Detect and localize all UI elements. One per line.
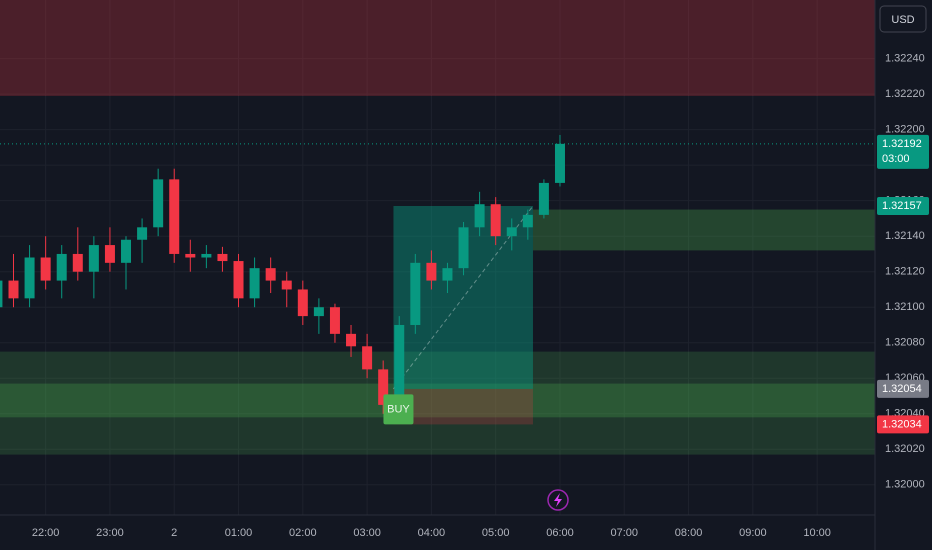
y-tick-label: 1.32220 [885, 88, 925, 100]
y-tick-label: 1.32080 [885, 337, 925, 349]
y-tick-label: 1.32100 [885, 301, 925, 313]
candle-body [8, 280, 19, 299]
y-tick-label: 1.32120 [885, 266, 925, 278]
candle-body [538, 182, 549, 215]
candle-body [426, 262, 437, 281]
candle-body [24, 257, 35, 299]
price-tag [877, 197, 929, 215]
position-path [393, 205, 534, 390]
candle-body [249, 268, 260, 299]
candle-body [474, 204, 485, 228]
price-tag [877, 379, 929, 398]
price-tag-countdown: 03:00 [882, 153, 910, 165]
price-tag-label: 1.32192 [882, 138, 922, 150]
zone [0, 383, 875, 418]
axes: 1.322401.322201.322001.321801.321601.321… [32, 53, 929, 539]
candle-body [153, 179, 164, 228]
y-tick-label: 1.32140 [885, 230, 925, 242]
price-tag [877, 415, 929, 434]
candle-body [297, 289, 308, 317]
currency[interactable]: USD [891, 14, 914, 26]
zone [0, 351, 875, 455]
candle-body [346, 333, 357, 347]
candle-body [458, 227, 469, 269]
candle-body [169, 179, 180, 254]
buy-label: BUY [387, 403, 410, 415]
candle-body [378, 369, 389, 405]
position-stop [393, 388, 533, 425]
x-tick-label: 09:00 [739, 527, 767, 539]
candle-body [56, 253, 67, 281]
candle-body [104, 245, 115, 263]
candle-body [442, 268, 453, 281]
plot: BUY [0, 134, 565, 425]
candle-body [554, 143, 565, 183]
x-tick-label: 22:00 [32, 527, 60, 539]
price-tag-label: 1.32054 [882, 383, 922, 395]
candle-body [201, 253, 212, 258]
zones [0, 0, 875, 455]
x-tick-label: 10:00 [803, 527, 831, 539]
y-tick-label: 1.32000 [885, 479, 925, 491]
candle-body [72, 253, 83, 272]
x-tick-label: 23:00 [96, 527, 124, 539]
x-tick-label: 04:00 [418, 527, 446, 539]
candle-body [0, 280, 3, 308]
candle-body [265, 268, 276, 281]
candle-body [329, 307, 340, 334]
price-tag-label: 1.32034 [882, 418, 922, 430]
x-tick-label: 05:00 [482, 527, 510, 539]
x-tick-label: 01:00 [225, 527, 253, 539]
candle-body [217, 253, 228, 262]
zone [0, 0, 875, 96]
y-tick-label: 1.32240 [885, 53, 925, 65]
candle-body [137, 227, 148, 240]
candle-body [522, 214, 533, 228]
candle-body [362, 346, 373, 370]
y-tick-label: 1.32200 [885, 124, 925, 136]
x-tick-label: 03:00 [353, 527, 381, 539]
candle-body [121, 239, 132, 263]
candle-body [88, 245, 99, 272]
candle-body [185, 253, 196, 258]
candle-body [394, 324, 405, 405]
currency-button[interactable] [879, 5, 927, 33]
x-tick-label: 08:00 [675, 527, 703, 539]
candle-body [490, 204, 501, 237]
candle-body [506, 227, 517, 237]
x-tick-label: 2 [171, 527, 177, 539]
buy-marker [383, 394, 414, 425]
candle-body [410, 262, 421, 325]
y-tick-label: 1.32020 [885, 443, 925, 455]
price-tag [877, 134, 929, 169]
candle-body [233, 261, 244, 299]
x-tick-label: 07:00 [610, 527, 638, 539]
x-tick-label: 06:00 [546, 527, 574, 539]
event-bolt [554, 493, 562, 507]
candle-body [313, 307, 324, 317]
candle-body [40, 257, 51, 281]
price-tag-label: 1.32157 [882, 200, 922, 212]
x-tick-label: 02:00 [289, 527, 317, 539]
candle-body [281, 280, 292, 290]
zone [532, 209, 875, 251]
